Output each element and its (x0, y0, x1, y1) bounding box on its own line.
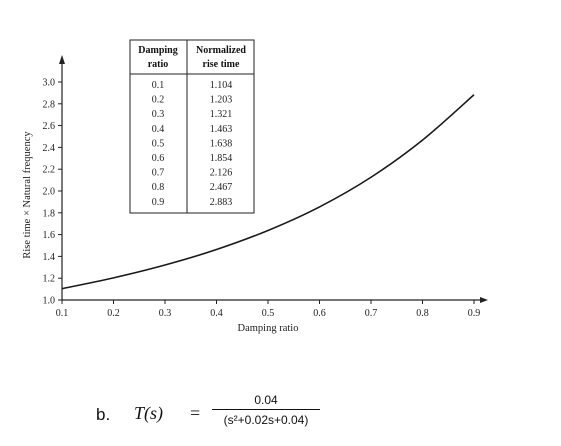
x-tick-label: 0.2 (107, 308, 120, 319)
y-tick-label: 1.2 (43, 274, 56, 285)
table-cell-damping: 0.3 (152, 109, 165, 120)
formula-lhs: T(s) (134, 403, 164, 423)
x-tick-label: 0.1 (56, 308, 69, 319)
y-axis-label: Rise time × Natural frequency (22, 131, 33, 259)
formula-denominator: (s²+0.02s+0.04) (223, 413, 309, 427)
table-cell-damping: 0.7 (152, 168, 165, 179)
y-axis-arrow (59, 55, 65, 64)
x-tick-label: 0.8 (416, 308, 429, 319)
y-tick-label: 2.8 (43, 99, 56, 110)
table-cell-rise-time: 2.883 (210, 197, 233, 208)
x-tick-label: 0.6 (313, 308, 326, 319)
curve-layer (61, 94, 475, 290)
formula-fraction-bar (212, 409, 320, 410)
x-tick-label: 0.9 (468, 308, 481, 319)
x-axis-label: Damping ratio (238, 323, 299, 334)
y-ticks: 1.0 1.2 1.4 1.6 1.8 2.0 2.2 2.4 2.6 2.8 3.0 (43, 78, 62, 307)
y-tick-label: 1.6 (43, 230, 56, 241)
x-tick-label: 0.5 (262, 308, 275, 319)
table-cell-rise-time: 1.321 (210, 109, 233, 120)
y-tick-label: 2.4 (43, 143, 56, 154)
formula-numerator: 0.04 (254, 393, 278, 407)
rise-time-chart: 0.1 0.2 0.3 0.4 0.5 0.6 0.7 0.8 0.9 1.0 1.2 1.4 1.6… (22, 39, 488, 334)
table-cell-rise-time: 2.126 (210, 168, 233, 179)
axes (59, 55, 488, 303)
table-cell-rise-time: 1.638 (210, 138, 233, 149)
table-cell-rise-time: 2.467 (210, 182, 233, 193)
table-cell-rise-time: 1.203 (210, 95, 233, 106)
y-tick-label: 1.4 (43, 252, 56, 263)
table-cell-rise-time: 1.463 (210, 124, 233, 135)
rise-time-curve (61, 94, 475, 290)
x-axis-arrow (480, 297, 488, 303)
table-header-col1-line2: ratio (148, 59, 169, 70)
table-cell-damping: 0.6 (152, 153, 165, 164)
table-header-col2-line1: Normalized (196, 45, 246, 56)
x-ticks: 0.1 0.2 0.3 0.4 0.5 0.6 0.7 0.8 0.9 (56, 300, 481, 319)
y-tick-label: 2.6 (43, 121, 56, 132)
y-tick-label: 2.2 (43, 165, 56, 176)
table-header-col1-line1: Damping (138, 45, 177, 56)
inset-table: Damping ratio Normalized rise time 0.1 1.… (129, 39, 255, 214)
table-cell-rise-time: 1.104 (210, 80, 233, 91)
table-cell-damping: 0.8 (152, 182, 165, 193)
formula-fraction: 0.04 (s²+0.02s+0.04) (212, 392, 320, 428)
table-rows: 0.1 1.104 0.2 1.203 0.3 1.321 0.4 1.463 0.5 1.638… (152, 80, 233, 208)
table-header-col2-line2: rise time (203, 59, 240, 70)
table-border (129, 39, 255, 214)
y-tick-label: 1.8 (43, 208, 56, 219)
formula-item-label: b. (96, 405, 111, 424)
table-cell-damping: 0.9 (152, 197, 165, 208)
x-tick-label: 0.3 (159, 308, 172, 319)
y-tick-label: 3.0 (43, 78, 56, 89)
x-tick-label: 0.7 (365, 308, 378, 319)
table-cell-damping: 0.2 (152, 95, 165, 106)
table-cell-damping: 0.4 (152, 124, 165, 135)
y-tick-label: 2.0 (43, 187, 56, 198)
y-tick-label: 1.0 (43, 296, 56, 307)
x-tick-label: 0.4 (210, 308, 223, 319)
formula-equals: = (190, 403, 201, 423)
table-cell-damping: 0.5 (152, 138, 165, 149)
table-cell-damping: 0.1 (152, 80, 165, 91)
table-cell-rise-time: 1.854 (210, 153, 233, 164)
transfer-function-formula: b. T(s) = 0.04 (s²+0.02s+0.04) (96, 392, 356, 432)
